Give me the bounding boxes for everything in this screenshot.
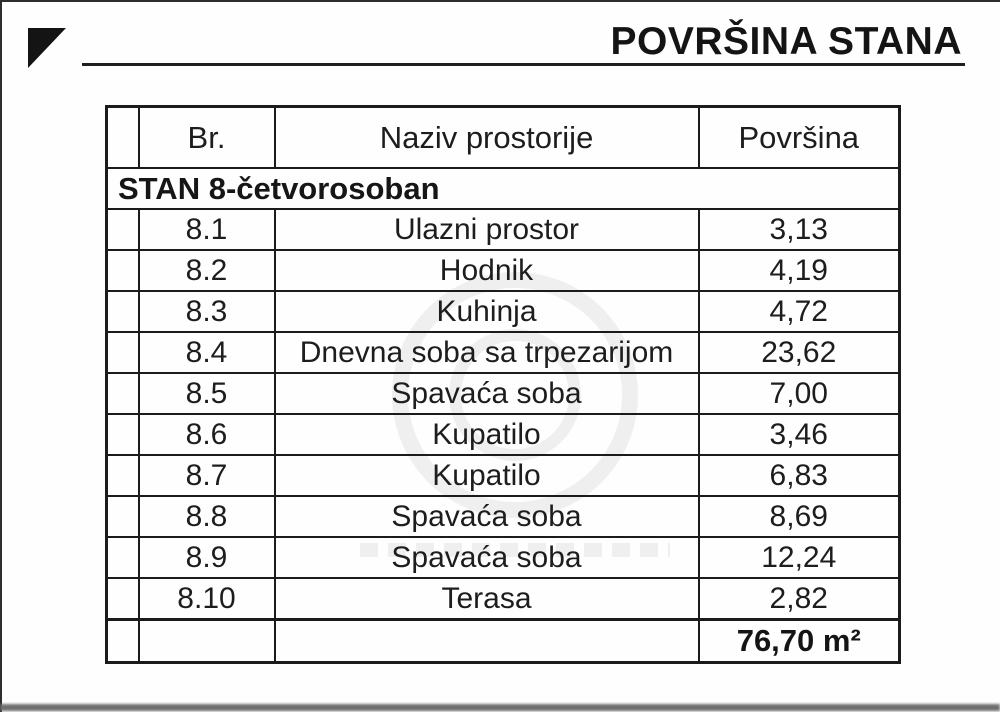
cell-naziv: Terasa	[273, 577, 700, 621]
cell-povrsina: 3,46	[697, 413, 901, 456]
cell-spacer	[105, 290, 140, 333]
cell-spacer	[105, 577, 140, 621]
page-title: POVRŠINA STANA	[610, 20, 962, 63]
cell-spacer	[105, 372, 140, 415]
table-row: 8.5 Spavaća soba 7,00	[105, 372, 901, 415]
table-row: 8.3 Kuhinja 4,72	[105, 290, 901, 333]
cell-povrsina: 2,82	[697, 577, 901, 621]
cell-br: 8.4	[137, 331, 276, 374]
cell-spacer	[105, 249, 140, 292]
cell-naziv: Kupatilo	[273, 454, 700, 497]
header-cell-spacer	[105, 105, 140, 169]
cell-povrsina: 8,69	[697, 495, 901, 538]
cell-spacer	[105, 331, 140, 374]
corner-triangle-logo	[28, 28, 66, 68]
cell-spacer	[105, 454, 140, 497]
section-row: STAN 8-četvorosoban	[105, 167, 901, 210]
total-row: 76,70 m²	[105, 618, 901, 664]
title-underline	[82, 63, 965, 66]
cell-povrsina: 23,62	[697, 331, 901, 374]
section-label: STAN 8-četvorosoban	[105, 167, 901, 210]
table-row: 8.4 Dnevna soba sa trpezarijom 23,62	[105, 331, 901, 374]
total-cell-spacer	[105, 618, 140, 664]
cell-naziv: Hodnik	[273, 249, 700, 292]
cell-naziv: Spavaća soba	[273, 372, 700, 415]
section-body: STAN 8-četvorosoban	[105, 167, 901, 210]
total-body: 76,70 m²	[105, 618, 901, 664]
table-row: 8.8 Spavaća soba 8,69	[105, 495, 901, 538]
total-value: 76,70 m²	[697, 618, 901, 664]
cell-povrsina: 12,24	[697, 536, 901, 579]
cell-br: 8.8	[137, 495, 276, 538]
table-row: 8.6 Kupatilo 3,46	[105, 413, 901, 456]
total-cell-br	[137, 618, 276, 664]
cell-br: 8.1	[137, 208, 276, 251]
cell-br: 8.7	[137, 454, 276, 497]
cell-br: 8.2	[137, 249, 276, 292]
cell-br: 8.3	[137, 290, 276, 333]
header-row: Br. Naziv prostorije Površina	[105, 105, 901, 169]
cell-br: 8.6	[137, 413, 276, 456]
table-row: 8.7 Kupatilo 6,83	[105, 454, 901, 497]
cell-naziv: Spavaća soba	[273, 536, 700, 579]
cell-povrsina: 7,00	[697, 372, 901, 415]
cell-povrsina: 6,83	[697, 454, 901, 497]
scan-top-edge-line	[0, 0, 1000, 2]
header-cell-naziv: Naziv prostorije	[273, 105, 700, 169]
header-cell-br: Br.	[137, 105, 276, 169]
table-row: 8.10 Terasa 2,82	[105, 577, 901, 621]
cell-br: 8.5	[137, 372, 276, 415]
cell-br: 8.9	[137, 536, 276, 579]
header-cell-povrsina: Površina	[697, 105, 901, 169]
cell-naziv: Kupatilo	[273, 413, 700, 456]
cell-br: 8.10	[137, 577, 276, 621]
cell-naziv: Spavaća soba	[273, 495, 700, 538]
cell-povrsina: 4,19	[697, 249, 901, 292]
table-row: 8.1 Ulazni prostor 3,13	[105, 208, 901, 251]
cell-povrsina: 4,72	[697, 290, 901, 333]
table-row: 8.2 Hodnik 4,19	[105, 249, 901, 292]
scan-left-edge-line	[0, 0, 2, 712]
cell-naziv: Dnevna soba sa trpezarijom	[273, 331, 700, 374]
table-row: 8.9 Spavaća soba 12,24	[105, 536, 901, 579]
cell-povrsina: 3,13	[697, 208, 901, 251]
cell-naziv: Ulazni prostor	[273, 208, 700, 251]
cell-spacer	[105, 413, 140, 456]
total-cell-naziv	[273, 618, 700, 664]
cell-spacer	[105, 495, 140, 538]
cell-spacer	[105, 536, 140, 579]
table-body: 8.1 Ulazni prostor 3,13 8.2 Hodnik 4,19 8.3 Kuh…	[105, 208, 901, 621]
area-table: Br. Naziv prostorije Površina STAN 8-čet…	[105, 105, 901, 664]
cell-naziv: Kuhinja	[273, 290, 700, 333]
scan-bottom-edge-band	[0, 704, 1000, 711]
cell-spacer	[105, 208, 140, 251]
